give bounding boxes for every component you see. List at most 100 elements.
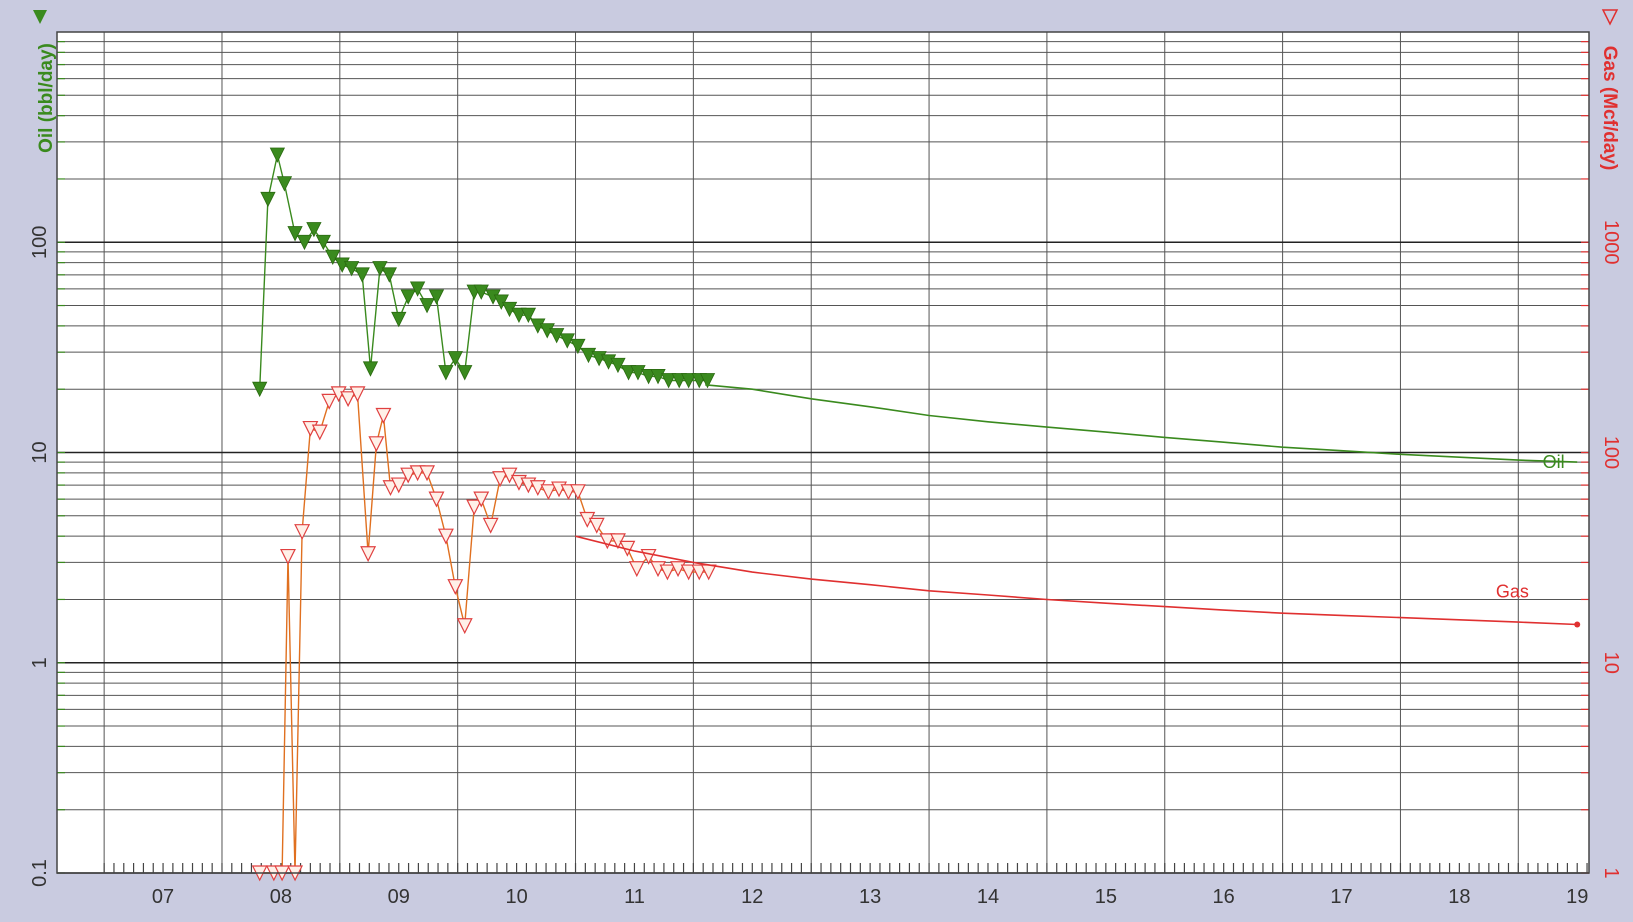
data-point-oil: [260, 191, 276, 208]
data-point-gas: [419, 465, 436, 482]
gas-forecast-endpoint: [1574, 621, 1581, 628]
right-tick-label: 10: [1600, 652, 1622, 674]
data-point-oil: [511, 307, 527, 324]
data-point-gas: [382, 480, 399, 497]
x-tick-label: 12: [741, 886, 763, 908]
data-point-gas: [659, 564, 676, 581]
left-tick-label: 100: [29, 226, 51, 259]
data-point-oil: [325, 249, 341, 265]
data-point-gas: [588, 517, 605, 534]
data-point-gas: [691, 564, 708, 581]
x-tick-label: 16: [1213, 886, 1235, 908]
grid-lines: [57, 32, 1589, 874]
right-tick-label: 100: [1600, 436, 1622, 469]
data-point-gas: [428, 491, 445, 508]
data-point-oil: [640, 369, 657, 385]
data-point-oil: [570, 338, 586, 355]
data-point-gas: [311, 424, 328, 441]
oil-legend-marker: [33, 10, 47, 24]
data-point-gas: [492, 471, 509, 488]
data-point-gas: [473, 491, 490, 508]
right-tick-label: 1000: [1600, 220, 1622, 265]
x-tick-label: 19: [1566, 886, 1588, 908]
series-line-oil-forecast: [705, 384, 1578, 463]
data-point-gas: [349, 386, 366, 403]
x-tick-label: 11: [624, 886, 645, 908]
tick-marks: [57, 41, 1589, 874]
left-tick-label: 10: [29, 441, 51, 463]
data-point-gas: [360, 546, 377, 563]
x-tick-label: 14: [977, 886, 999, 908]
axis-labels: 07 08 09 10 11 12 13 14 15 16 17 18 19 0.1 1 10 100 1 10 10…: [29, 9, 1622, 908]
x-tick-label: 13: [859, 886, 881, 908]
x-tick-label: 10: [505, 886, 527, 908]
data-point-gas: [409, 465, 426, 482]
data-point-oil: [381, 267, 397, 283]
data-point-oil: [362, 361, 379, 377]
x-tick-label: 15: [1095, 886, 1117, 908]
x-tick-label: 09: [388, 886, 410, 908]
series-annotation-gas: Gas: [1496, 582, 1529, 602]
right-tick-label: 1: [1600, 867, 1622, 878]
data-point-oil: [391, 311, 407, 328]
data-point-oil: [400, 289, 416, 305]
data-point-oil: [699, 373, 716, 389]
data-point-gas: [680, 564, 697, 581]
data-point-oil: [354, 267, 370, 283]
data-point-gas: [400, 467, 417, 484]
data-point-oil: [296, 234, 313, 251]
data-point-gas: [390, 477, 407, 494]
data-point-oil: [457, 365, 473, 381]
left-tick-label: 0.1: [29, 859, 51, 887]
series-annotation-oil: Oil: [1543, 452, 1565, 472]
left-tick-label: 1: [29, 657, 51, 668]
series-line-gas-forecast: [575, 535, 1578, 626]
data-point-oil: [559, 333, 575, 349]
data-point-gas: [280, 548, 296, 565]
data-point-gas: [628, 561, 645, 578]
data-point-gas: [294, 524, 311, 541]
data-point-oil: [620, 365, 637, 381]
data-point-oil: [343, 261, 360, 277]
data-point-oil: [315, 234, 331, 251]
data-point-oil: [681, 373, 697, 389]
x-tick-label: 08: [270, 886, 292, 908]
data-point-oil: [252, 381, 268, 398]
data-point-oil: [276, 176, 293, 192]
data-point-gas: [529, 480, 546, 497]
data-point-gas: [560, 484, 577, 501]
series-layer: [251, 147, 1581, 882]
data-point-gas: [340, 391, 357, 408]
data-point-gas: [368, 436, 385, 453]
data-point-oil: [438, 365, 454, 381]
data-point-oil: [660, 373, 677, 389]
x-tick-label: 18: [1448, 886, 1470, 908]
right-axis-title: Gas (Mcf/day): [1599, 46, 1620, 171]
data-point-oil: [447, 351, 463, 367]
data-point-gas: [447, 579, 464, 596]
data-point-oil: [428, 289, 445, 305]
x-tick-label: 17: [1330, 886, 1352, 908]
data-point-oil: [473, 284, 489, 300]
data-point-gas: [599, 533, 616, 550]
data-point-oil: [409, 281, 426, 297]
data-point-oil: [287, 226, 303, 242]
data-point-gas: [375, 407, 392, 424]
data-point-oil: [269, 147, 286, 163]
data-point-gas: [456, 618, 473, 635]
data-point-oil: [650, 369, 666, 385]
data-point-gas: [466, 499, 483, 516]
left-axis-title: Oil (bbl/day): [36, 43, 57, 153]
data-point-oil: [520, 307, 537, 324]
data-point-gas: [540, 484, 557, 501]
data-point-gas: [321, 393, 338, 410]
data-point-gas: [437, 528, 454, 545]
data-point-oil: [549, 328, 565, 344]
data-point-gas: [482, 517, 499, 534]
data-point-oil: [306, 222, 322, 238]
gas-legend-marker: [1601, 9, 1619, 26]
plot-frame: [56, 31, 1590, 874]
data-point-gas: [569, 484, 586, 501]
